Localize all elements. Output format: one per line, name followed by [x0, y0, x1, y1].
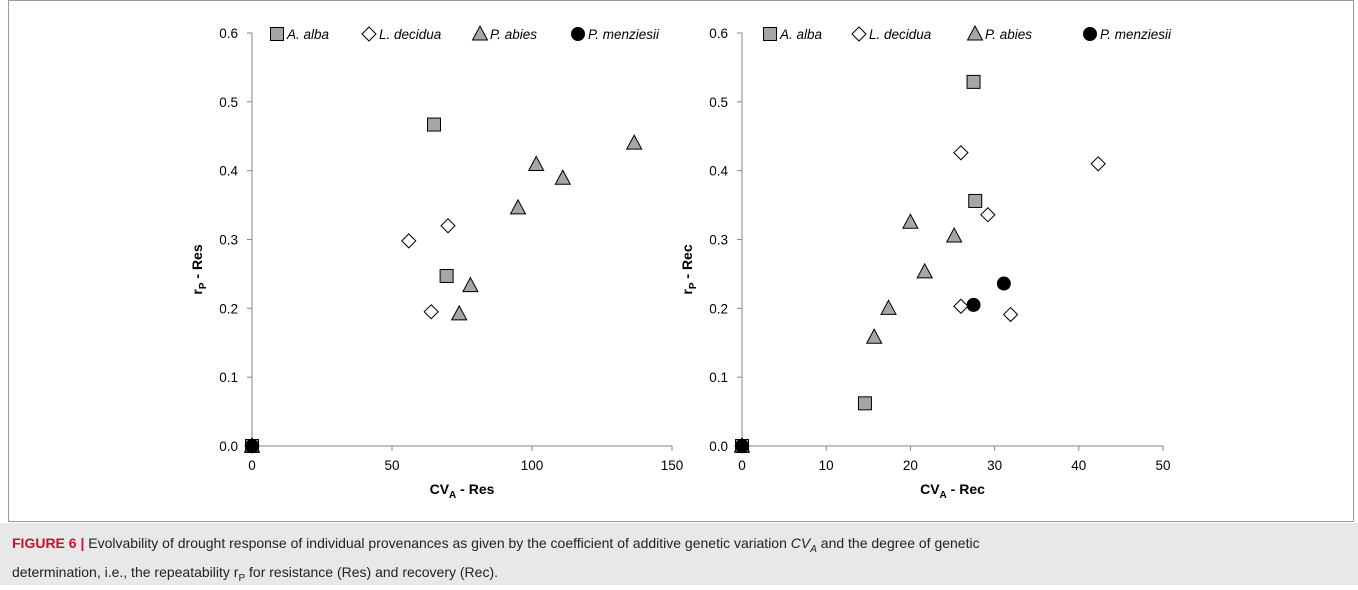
legend-label: A. alba [779, 27, 823, 42]
legend-label: P. abies [985, 27, 1032, 42]
y-tick-label: 0.6 [709, 26, 728, 41]
y-tick-label: 0.2 [219, 301, 238, 316]
data-point-square [439, 268, 454, 283]
figure-caption: FIGURE 6 | Evolvability of drought respo… [0, 523, 1358, 585]
data-point-circle [966, 297, 981, 312]
y-tick-label: 0.6 [219, 26, 238, 41]
data-point-diamond [423, 304, 439, 320]
legend-marker-diamond [851, 26, 867, 42]
y-tick-label: 0.5 [709, 95, 728, 110]
data-point-triangle [902, 213, 919, 229]
data-point-triangle [625, 134, 643, 150]
legend-marker-diamond [361, 26, 377, 42]
x-tick-label: 40 [1071, 458, 1086, 473]
x-tick-label: 100 [521, 458, 544, 473]
legend: A. alba L. decidua P. abies P. menziesii [270, 24, 660, 42]
caption-text-1: Evolvability of drought response of indi… [84, 535, 791, 551]
data-point-triangle [945, 226, 963, 243]
data-point-diamond [401, 233, 417, 249]
y-tick-label: 0.1 [709, 370, 728, 385]
data-point-diamond [440, 218, 456, 234]
caption-cv-symbol: CVA [790, 535, 817, 555]
figure-panel [8, 0, 1354, 522]
chart-2: 0.0 0.1 0.2 0.3 0.4 0.5 0.6 0 10 20 30 40 50 CVA - Re… [679, 24, 1172, 501]
y-axis-title: rP - Res [189, 244, 209, 294]
y-tick-label: 0.3 [709, 233, 728, 248]
legend-label: L. decidua [869, 27, 932, 42]
data-point-triangle [880, 299, 897, 315]
y-axis-title: rP - Rec [679, 244, 699, 294]
data-point-triangle [509, 198, 527, 215]
data-point-diamond [953, 298, 969, 314]
y-tick-label: 0.0 [709, 439, 728, 454]
x-tick-label: 10 [819, 458, 834, 473]
legend-label: A. alba [286, 27, 330, 42]
legend-marker-square [763, 27, 777, 41]
x-tick-label: 50 [384, 458, 399, 473]
data-point-triangle [865, 328, 883, 344]
data-point-square [427, 117, 441, 132]
data-point-triangle [554, 169, 572, 185]
data-point-circle [245, 439, 259, 453]
legend-marker-triangle [471, 24, 489, 41]
data-point-square [968, 193, 983, 208]
data-point-diamond [1002, 306, 1019, 323]
chart-1: 0.0 0.1 0.2 0.3 0.4 0.5 0.6 0 50 100 150 CVA - Res r… [189, 24, 684, 501]
data-point-diamond [1090, 156, 1106, 172]
data-point-triangle [916, 262, 934, 279]
x-tick-label: 150 [661, 458, 684, 473]
data-point-triangle [527, 155, 545, 171]
caption-text-3: determination, i.e., the repeatability r [12, 563, 239, 580]
data-point-triangle [450, 304, 468, 321]
y-tick-label: 0.4 [709, 164, 728, 179]
x-axis-title: CVA - Res [430, 481, 495, 501]
y-tick-label: 0.0 [219, 439, 238, 454]
y-tick-label: 0.4 [219, 164, 238, 179]
caption-text-4: for resistance (Res) and recovery (Rec). [245, 563, 498, 580]
x-tick-label: 50 [1155, 458, 1170, 473]
legend-marker-square [270, 27, 284, 41]
legend-label: P. abies [490, 27, 537, 42]
legend: A. alba L. decidua P. abies P. menziesii [763, 24, 1172, 42]
y-tick-label: 0.3 [219, 233, 238, 248]
caption-label: FIGURE 6 | [12, 535, 85, 551]
y-tick-label: 0.1 [219, 370, 238, 385]
data-point-square [966, 74, 981, 89]
legend-marker-circle [571, 27, 585, 41]
x-tick-label: 0 [738, 458, 746, 473]
data-point-circle [996, 276, 1011, 291]
legend-marker-triangle [966, 24, 984, 41]
data-point-circle [735, 439, 749, 453]
x-tick-label: 0 [248, 458, 256, 473]
x-tick-label: 30 [987, 458, 1002, 473]
x-axis-title: CVA - Rec [920, 481, 985, 501]
data-point-diamond [953, 145, 969, 161]
legend-label: P. menziesii [588, 27, 660, 42]
caption-text-2: and the degree of genetic [816, 535, 980, 551]
caption-rp-sub: P [238, 572, 246, 584]
data-point-triangle [462, 276, 479, 293]
legend-label: L. decidua [379, 27, 442, 42]
legend-marker-circle [1083, 27, 1097, 41]
x-tick-label: 20 [903, 458, 918, 473]
legend-label: P. menziesii [1100, 27, 1172, 42]
y-tick-label: 0.5 [219, 95, 238, 110]
y-tick-label: 0.2 [709, 301, 728, 316]
data-point-diamond [980, 207, 996, 223]
data-point-square [857, 396, 872, 411]
